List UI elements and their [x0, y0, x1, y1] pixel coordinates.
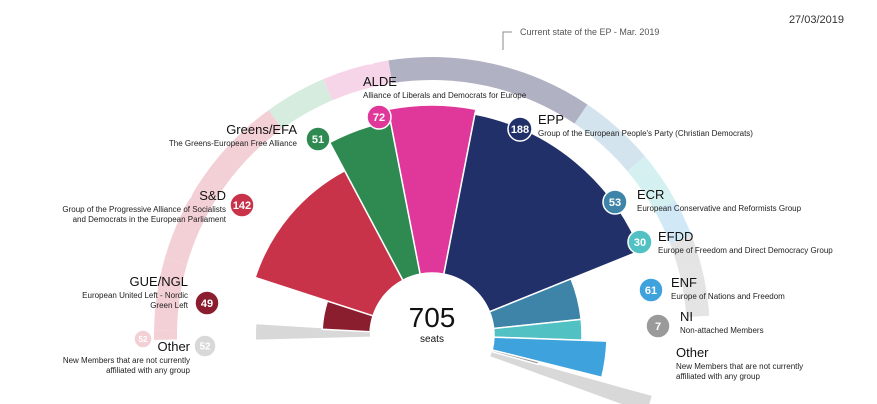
- other-right-ring-segment: [679, 267, 710, 318]
- group-efdd-description: Europe of Freedom and Direct Democracy G…: [658, 246, 833, 255]
- group-guengl-description: European United Left - Nordic: [82, 291, 188, 300]
- group-efdd-short-name: EFDD: [658, 229, 693, 244]
- group-sd-new-value: 142: [233, 200, 251, 212]
- group-ni-current-badge: [714, 344, 734, 364]
- current-state-note: Current state of the EP - Mar. 2019: [520, 27, 659, 37]
- group-enf-current-badge: [712, 308, 732, 328]
- group-ni-new-value: 7: [655, 321, 661, 333]
- group-epp-description: Group of the European People's Party (Ch…: [538, 129, 753, 138]
- other-left-new-value: 52: [199, 342, 211, 353]
- other-left-wedge: [256, 324, 371, 340]
- total-seats-label: seats: [420, 334, 444, 345]
- other-left-description: affiliated with any group: [106, 366, 190, 375]
- group-greensefa-current-value: 52: [290, 75, 299, 84]
- group-sd-short-name: S&D: [199, 188, 226, 203]
- group-ni-current-value: 21: [720, 350, 729, 359]
- group-ni-short-name: NI: [680, 309, 693, 324]
- group-guengl-label: GUE/NGL European United Left - NordicGree…: [82, 274, 189, 310]
- group-enf-short-name: ENF: [671, 275, 697, 290]
- group-sd-ring-segment: [164, 110, 283, 265]
- group-epp-label: EPP Group of the European People's Party …: [538, 112, 753, 138]
- group-ecr-new-badge: [602, 189, 628, 215]
- other-left-current-value: 52: [139, 335, 148, 344]
- group-alde-current-value: 68: [365, 51, 374, 60]
- group-guengl-new-badge: [194, 290, 220, 316]
- group-efdd-label: EFDD Europe of Freedom and Direct Democra…: [658, 229, 833, 255]
- other-left-short-name: Other: [157, 339, 190, 354]
- group-greensefa-new-value: 51: [312, 134, 324, 146]
- group-efdd-current-badge: [704, 258, 724, 278]
- other-right-description: affiliated with any group: [676, 372, 760, 381]
- group-guengl-short-name: GUE/NGL: [129, 274, 188, 289]
- group-efdd-new-value: 30: [634, 237, 646, 249]
- group-sd-label: S&D Group of the Progressive Alliance of …: [62, 188, 226, 224]
- group-alde-new-badge: [366, 104, 392, 130]
- group-greensefa-label: Greens/EFA The Greens-European Free Allia…: [169, 122, 298, 148]
- group-epp-current-value: 217: [545, 68, 559, 77]
- group-ni-new-badge: [645, 313, 671, 339]
- group-sd-description: and Democrats in the European Parliament: [73, 215, 227, 224]
- group-ecr-current-badge: [676, 187, 696, 207]
- group-efdd-ring-segment: [627, 156, 676, 212]
- other-left-current-badge: [133, 329, 153, 349]
- group-efdd-new-badge: [627, 229, 653, 255]
- group-alde-label: ALDE Alliance of Liberals and Democrats f…: [363, 74, 527, 100]
- group-alde-current-badge: [359, 45, 379, 65]
- group-sd-current-badge: [173, 182, 193, 202]
- note-bracket: [502, 31, 512, 50]
- group-sd-description: Group of the Progressive Alliance of Soc…: [62, 205, 226, 214]
- other-left-description: New Members that are not currently: [63, 356, 190, 365]
- group-ecr-label: ECR European Conservative and Reformists …: [637, 187, 802, 213]
- group-greensefa-description: The Greens-European Free Alliance: [169, 139, 298, 148]
- group-ecr-ring-segment: [574, 104, 645, 172]
- group-epp-new-badge: [507, 116, 533, 142]
- other-right-label: Other New Members that are not currentlya…: [676, 345, 803, 381]
- other-left-new-badge: [193, 334, 217, 358]
- other-left-ring-segment: [154, 330, 178, 340]
- group-sd-current-value: 186: [176, 188, 190, 197]
- group-ecr-current-value: 75: [682, 193, 691, 202]
- group-alde-description: Alliance of Liberals and Democrats for E…: [363, 91, 527, 100]
- total-seats: 705: [409, 302, 456, 333]
- other-right-wedge: [490, 351, 652, 404]
- group-enf-current-value: 37: [718, 314, 727, 323]
- group-ni-description: Non-attached Members: [680, 326, 764, 335]
- other-right-short-name: Other: [676, 345, 709, 360]
- group-enf-new-badge: [638, 277, 664, 303]
- group-guengl-ring-segment: [154, 258, 187, 331]
- group-enf-description: Europe of Nations and Freedom: [671, 292, 785, 301]
- group-enf-ring-segment: [655, 200, 692, 244]
- group-efdd-current-value: 41: [710, 264, 719, 273]
- group-alde-ring-segment: [323, 60, 393, 101]
- group-epp-short-name: EPP: [538, 112, 564, 127]
- group-enf-new-value: 61: [645, 285, 657, 297]
- group-greensefa-short-name: Greens/EFA: [226, 122, 297, 137]
- other-right-description: New Members that are not currently: [676, 362, 803, 371]
- group-ni-ring-segment: [670, 235, 702, 274]
- date-label: 27/03/2019: [788, 14, 844, 26]
- other-left-label: Other New Members that are not currentlya…: [63, 339, 191, 375]
- group-alde-short-name: ALDE: [363, 74, 397, 89]
- group-alde-new-value: 72: [373, 112, 385, 124]
- group-ni-label: NI Non-attached Members: [680, 309, 764, 335]
- group-guengl-description: Green Left: [150, 301, 189, 310]
- center-circle: [370, 273, 494, 397]
- group-epp-new-value: 188: [511, 124, 529, 136]
- group-greensefa-new-badge: [305, 126, 331, 152]
- group-epp-current-badge: [542, 62, 562, 82]
- group-greensefa-ring-segment: [268, 79, 333, 129]
- group-greensefa-current-badge: [284, 69, 304, 89]
- group-enf-label: ENF Europe of Nations and Freedom: [671, 275, 785, 301]
- group-guengl-new-value: 49: [201, 298, 213, 310]
- group-ecr-new-value: 53: [609, 197, 621, 209]
- group-sd-new-badge: [229, 192, 255, 218]
- group-ecr-short-name: ECR: [637, 187, 664, 202]
- group-ecr-description: European Conservative and Reformists Gro…: [637, 204, 802, 213]
- group-epp-ring-segment: [388, 56, 588, 124]
